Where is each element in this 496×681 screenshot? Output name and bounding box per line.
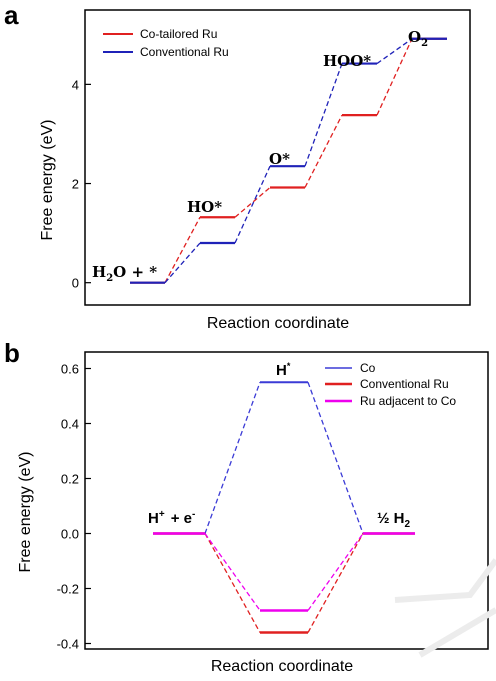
legend-b-co: Co	[360, 361, 376, 375]
panel-a-label: a	[4, 0, 19, 30]
legend-b-conventional: Conventional Ru	[360, 377, 449, 391]
step-label-o: O*	[269, 150, 290, 168]
panel-b-label: b	[4, 338, 20, 368]
chart-a: 0 2 4	[72, 9, 471, 306]
step-label-o2: O2	[408, 28, 428, 49]
chart-a-ytick-label: 4	[72, 77, 79, 92]
chart-a-frame	[84, 9, 471, 306]
chart-a-connector-1	[304, 63, 343, 167]
chart-b-ytick-label: -0.4	[57, 637, 79, 652]
chart-a-connector-0	[304, 114, 343, 188]
chart-a-connector-1	[164, 242, 201, 284]
step-label-ho: HO*	[187, 198, 222, 216]
chart-b-ytick-label: 0.2	[61, 472, 79, 487]
step-label-half-h2: ½ H2	[377, 510, 411, 530]
chart-a-connector-0	[234, 187, 271, 218]
chart-b-xlabel: Reaction coordinate	[211, 658, 353, 675]
chart-b-connector-1	[307, 533, 364, 633]
chart-b-frame	[84, 351, 489, 650]
chart-b: -0.4 -0.2 0.0 0.2 0.4 0.6	[57, 351, 489, 652]
chart-b-legend: Co Conventional Ru Ru adjacent to Co	[325, 361, 456, 408]
chart-b-connector-1	[204, 533, 261, 633]
chart-a-ytick-label: 2	[72, 177, 79, 192]
chart-b-connector-2	[307, 533, 364, 611]
chart-a-xlabel: Reaction coordinate	[207, 315, 349, 332]
chart-b-ylabel: Free energy (eV)	[17, 452, 34, 573]
legend-a-co-tailored: Co-tailored Ru	[140, 27, 217, 41]
chart-b-connector-0	[307, 382, 364, 534]
chart-a-legend: Co-tailored Ru Conventional Ru	[103, 27, 229, 59]
legend-a-conventional: Conventional Ru	[140, 45, 229, 59]
chart-b-ytick-label: 0.6	[61, 362, 79, 377]
watermark-shape	[394, 558, 496, 658]
step-label-hstar: H*	[276, 361, 291, 379]
step-label-hoo: HOO*	[323, 52, 371, 70]
chart-a-connector-0	[376, 38, 413, 116]
chart-b-ytick-label: 0.0	[61, 527, 79, 542]
chart-b-connector-2	[204, 533, 261, 611]
step-label-hplus: H+ + e-	[148, 509, 195, 527]
chart-a-connector-0	[164, 216, 201, 283]
legend-b-ru-adjacent: Ru adjacent to Co	[360, 394, 456, 408]
chart-a-connector-1	[234, 165, 271, 244]
step-label-h2o: H2O + *	[92, 263, 157, 284]
chart-b-ytick-label: 0.4	[61, 417, 79, 432]
chart-a-ylabel: Free energy (eV)	[39, 120, 56, 241]
chart-b-connector-0	[204, 382, 261, 534]
chart-a-ytick-label: 0	[72, 276, 79, 291]
chart-a-connector-1	[376, 38, 413, 65]
chart-b-ytick-label: -0.2	[57, 582, 79, 597]
